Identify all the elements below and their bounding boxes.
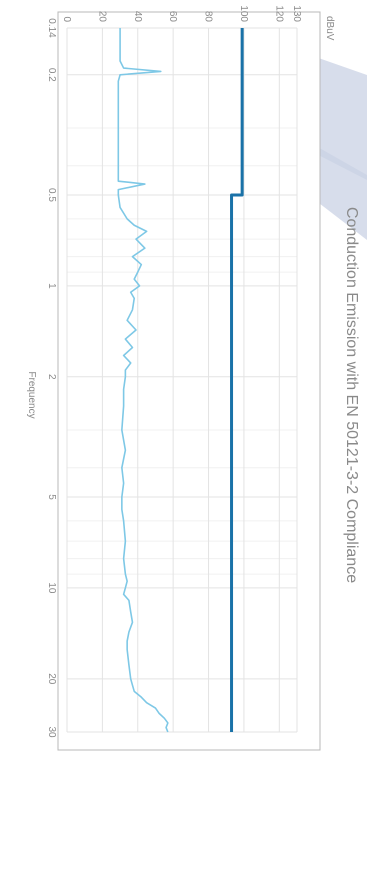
x-tick-label: 30: [46, 726, 57, 738]
chart-title: Conduction Emission with EN 50121-3-2 Co…: [343, 207, 360, 583]
x-tick-label: 0.14: [46, 18, 57, 38]
emission-trace: [117, 28, 169, 733]
x-tick-labels: 0.14 0.2 0.5 1 2 5 10 20 30: [46, 18, 57, 738]
y-tick-label: 130: [291, 5, 302, 22]
x-tick-label: 2: [46, 374, 57, 380]
grid: [66, 27, 298, 733]
x-tick-label: 0.5: [46, 188, 57, 202]
y-tick-labels: 0 20 40 60 80 100 120 130: [61, 5, 302, 22]
x-tick-label: 10: [46, 582, 57, 594]
y-tick-label: 0: [61, 16, 72, 22]
x-tick-label: 5: [46, 494, 57, 500]
x-axis-label: Frequency: [26, 371, 37, 418]
plot-frame: [57, 11, 321, 751]
unit-label: dBuV: [324, 16, 335, 41]
y-tick-label: 120: [273, 5, 284, 22]
x-tick-label: 1: [46, 283, 57, 289]
series-layer: [117, 28, 244, 733]
y-tick-label: 40: [132, 11, 143, 23]
y-tick-label: 60: [167, 11, 178, 23]
x-tick-label: 0.2: [46, 68, 57, 82]
limit-line: [230, 28, 244, 732]
rotated-chart: 0.14 0.2 0.5 1 2 5 10 20 30 0 20 40 60 80 100 120 130 C…: [26, 5, 360, 751]
y-tick-label: 80: [203, 11, 214, 23]
x-tick-label: 20: [46, 673, 57, 685]
y-tick-label: 100: [238, 5, 249, 22]
y-tick-label: 20: [96, 11, 107, 23]
